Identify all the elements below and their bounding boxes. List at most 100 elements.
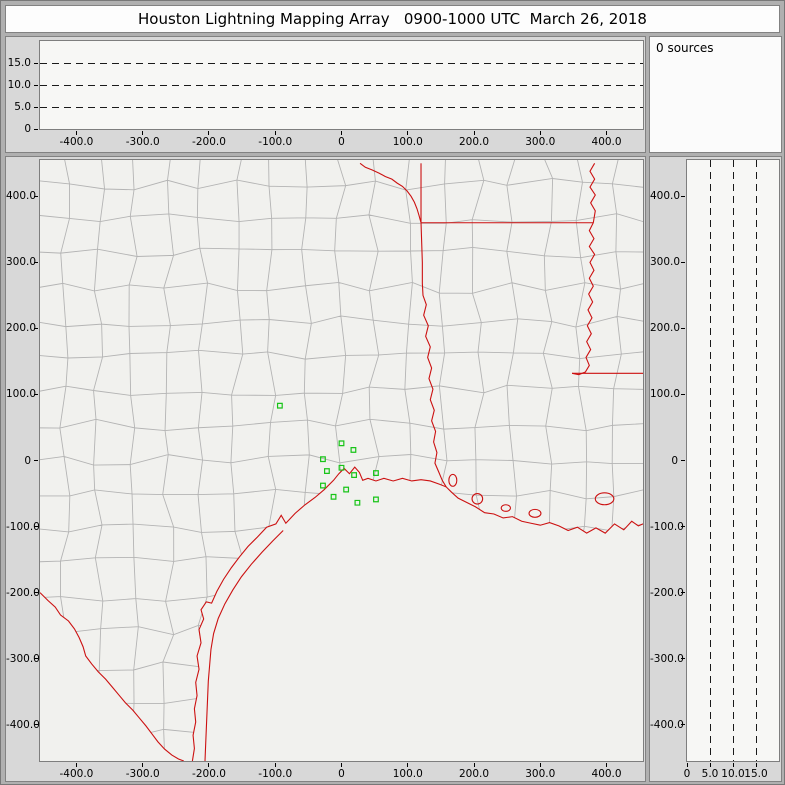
tick-mark xyxy=(34,393,38,395)
tick-mark xyxy=(34,195,38,197)
tick-label: 15.0 xyxy=(744,768,768,780)
dashed-gridline xyxy=(710,160,711,761)
tick-label: -300.0 xyxy=(6,652,40,665)
lma-station-marker xyxy=(352,473,357,478)
tick-label: 200.0 xyxy=(6,322,37,335)
border-barrier_island xyxy=(205,531,283,761)
tick-mark xyxy=(34,724,38,726)
tick-mark xyxy=(681,460,685,461)
tick-mark xyxy=(34,526,38,528)
plan-view-map-plot[interactable] xyxy=(39,159,644,762)
tick-label: 400.0 xyxy=(591,768,622,780)
tick-label: 100.0 xyxy=(392,136,423,148)
tick-mark xyxy=(142,131,144,135)
tick-label: -400.0 xyxy=(650,718,684,731)
tick-mark xyxy=(606,131,608,135)
tick-label: 300.0 xyxy=(525,768,556,780)
tick-label: 5.0 xyxy=(14,101,31,113)
lma-stations-layer xyxy=(278,403,379,505)
tick-label: 300.0 xyxy=(525,136,556,148)
tick-mark xyxy=(142,763,144,767)
tick-label: 5.0 xyxy=(701,768,719,780)
tick-mark xyxy=(34,84,38,86)
dashed-gridline xyxy=(756,160,757,761)
tick-label: 15.0 xyxy=(7,57,31,69)
tick-mark xyxy=(606,763,608,767)
lake-outline xyxy=(501,505,510,512)
lma-station-marker xyxy=(339,441,344,446)
border-coastline xyxy=(192,467,643,761)
tick-label: -200.0 xyxy=(192,136,226,148)
map-canvas[interactable] xyxy=(40,160,643,761)
lma-station-marker xyxy=(325,469,330,474)
tick-label: 0 xyxy=(683,768,691,780)
tick-label: -200.0 xyxy=(192,768,226,780)
tick-mark xyxy=(681,327,685,329)
tick-mark xyxy=(473,131,475,135)
lake-outline xyxy=(595,493,614,505)
tick-mark xyxy=(274,131,276,135)
tick-mark xyxy=(681,592,685,594)
tick-label: 10.0 xyxy=(721,768,745,780)
tick-label: -100.0 xyxy=(258,136,293,148)
county-borders-layer xyxy=(40,160,643,761)
tick-mark xyxy=(473,763,475,767)
tick-label: -300.0 xyxy=(125,136,160,148)
tick-label: 0 xyxy=(24,123,31,135)
tick-mark xyxy=(681,195,685,197)
tick-label: 300.0 xyxy=(650,256,681,269)
tick-mark xyxy=(208,763,210,767)
tick-label: 400.0 xyxy=(6,190,37,203)
tick-mark xyxy=(681,724,685,726)
tick-label: -200.0 xyxy=(650,586,684,599)
tick-mark xyxy=(539,763,541,767)
tick-label: 400.0 xyxy=(591,136,622,148)
tick-mark xyxy=(34,62,38,64)
border-tx_la_border xyxy=(421,223,446,487)
tick-mark xyxy=(34,592,38,594)
tick-label: -100.0 xyxy=(258,768,293,780)
lake-outline xyxy=(472,494,483,505)
plan-view-map-panel: -400.0 -300.0 -200.0 -100.0 0 100.0 200.0 300.0… xyxy=(5,156,646,782)
page-title: Houston Lightning Mapping Array 0900-100… xyxy=(138,10,647,28)
tick-mark xyxy=(407,131,409,135)
sources-count-label: 0 sources xyxy=(656,41,714,55)
tick-label: 300.0 xyxy=(6,256,37,269)
tick-label: 0 xyxy=(338,768,345,780)
tick-label: -400.0 xyxy=(59,768,94,780)
tick-mark xyxy=(34,327,38,329)
tick-label: 0 xyxy=(24,454,31,467)
dashed-gridline xyxy=(40,107,643,108)
tick-mark xyxy=(755,763,757,767)
tick-label: 10.0 xyxy=(7,79,31,91)
tick-mark xyxy=(686,763,688,767)
tick-mark xyxy=(34,658,38,660)
tick-label: -300.0 xyxy=(125,768,160,780)
tick-label: 100.0 xyxy=(6,388,37,401)
lake-outline xyxy=(529,509,541,517)
lma-station-marker xyxy=(321,483,326,488)
lma-station-marker xyxy=(339,465,344,470)
tick-label: -300.0 xyxy=(650,652,684,665)
sources-count-panel: 0 sources xyxy=(649,36,782,153)
lma-station-marker xyxy=(374,497,379,502)
tick-mark xyxy=(34,106,38,108)
dashed-gridline xyxy=(40,85,643,86)
title-bar: Houston Lightning Mapping Array 0900-100… xyxy=(5,5,780,33)
tick-mark xyxy=(681,261,685,263)
tick-mark xyxy=(34,261,38,263)
border-red_river xyxy=(360,163,421,222)
tick-label: -400.0 xyxy=(6,718,40,731)
tick-mark xyxy=(274,763,276,767)
tick-mark xyxy=(75,763,77,767)
lma-station-marker xyxy=(374,471,379,476)
tick-label: 400.0 xyxy=(650,190,681,203)
tick-mark xyxy=(681,526,685,528)
tick-label: -100.0 xyxy=(650,520,684,533)
tick-mark xyxy=(732,763,734,767)
tick-mark xyxy=(681,658,685,660)
tick-label: 100.0 xyxy=(650,388,681,401)
lma-station-marker xyxy=(321,457,326,462)
tick-mark xyxy=(341,131,342,135)
tick-label: 100.0 xyxy=(392,768,423,780)
